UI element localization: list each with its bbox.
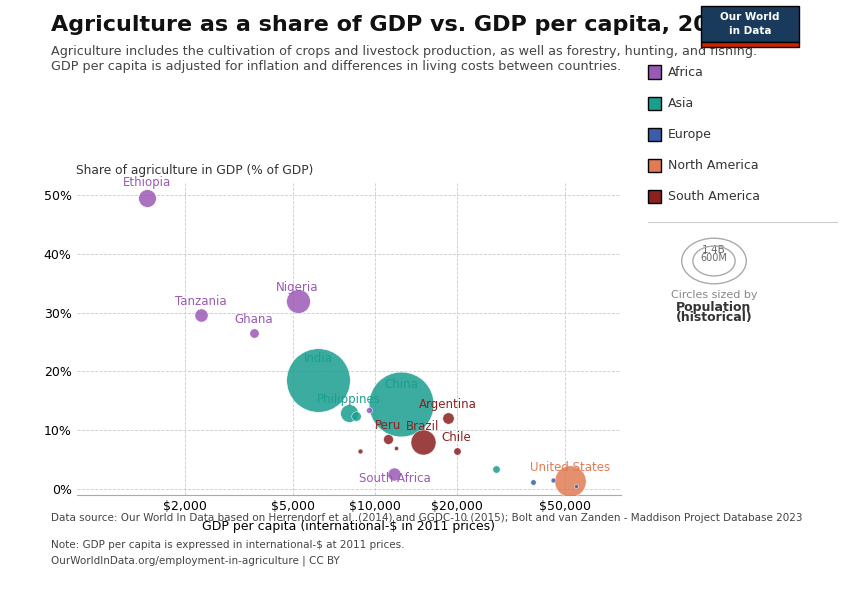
- Point: [247, 328, 261, 338]
- Text: Data source: Our World In Data based on Herrendorf et al. (2014) and GGDC-10 (20: Data source: Our World In Data based on …: [51, 513, 802, 523]
- Text: United States: United States: [530, 461, 609, 475]
- Point: [526, 477, 540, 487]
- Point: [490, 464, 503, 473]
- Point: [450, 446, 463, 455]
- Text: Nigeria: Nigeria: [276, 281, 319, 293]
- Point: [195, 311, 208, 320]
- Text: South America: South America: [668, 190, 760, 203]
- Point: [388, 470, 401, 479]
- Text: GDP per capita is adjusted for inflation and differences in living costs between: GDP per capita is adjusted for inflation…: [51, 60, 621, 73]
- Point: [353, 446, 366, 455]
- Text: Ethiopia: Ethiopia: [122, 176, 171, 189]
- Text: Ghana: Ghana: [235, 313, 274, 326]
- Point: [140, 193, 154, 203]
- Text: Asia: Asia: [668, 97, 694, 110]
- Text: OurWorldInData.org/employment-in-agriculture | CC BY: OurWorldInData.org/employment-in-agricul…: [51, 555, 340, 565]
- Point: [563, 476, 576, 486]
- Text: North America: North America: [668, 159, 759, 172]
- Text: Africa: Africa: [668, 65, 704, 79]
- Text: Argentina: Argentina: [418, 398, 477, 412]
- Point: [394, 399, 408, 409]
- Point: [382, 434, 395, 444]
- Text: Population: Population: [677, 301, 751, 314]
- Text: Agriculture as a share of GDP vs. GDP per capita, 2016: Agriculture as a share of GDP vs. GDP pe…: [51, 15, 740, 35]
- Point: [291, 296, 304, 305]
- Text: Circles sized by: Circles sized by: [671, 290, 757, 300]
- Text: South Africa: South Africa: [359, 472, 430, 485]
- Point: [348, 411, 362, 421]
- Text: (historical): (historical): [676, 311, 752, 325]
- Point: [570, 481, 583, 491]
- Text: India: India: [304, 352, 333, 365]
- Point: [362, 405, 376, 415]
- Text: 600M: 600M: [700, 253, 728, 263]
- X-axis label: GDP per capita (international-$ in 2011 prices): GDP per capita (international-$ in 2011 …: [202, 520, 495, 533]
- Text: Chile: Chile: [442, 431, 472, 444]
- Text: Peru: Peru: [375, 419, 401, 432]
- Text: Tanzania: Tanzania: [175, 295, 227, 308]
- Text: Brazil: Brazil: [406, 420, 439, 433]
- Point: [342, 408, 355, 418]
- Point: [441, 413, 455, 423]
- Text: Share of agriculture in GDP (% of GDP): Share of agriculture in GDP (% of GDP): [76, 164, 314, 177]
- Text: Agriculture includes the cultivation of crops and livestock production, as well : Agriculture includes the cultivation of …: [51, 45, 757, 58]
- Point: [416, 437, 429, 447]
- Text: 1.4B: 1.4B: [702, 245, 726, 254]
- Text: China: China: [384, 378, 418, 391]
- Point: [546, 475, 559, 485]
- Point: [312, 376, 326, 385]
- Point: [389, 443, 403, 453]
- Text: Philippines: Philippines: [316, 392, 381, 406]
- Text: Europe: Europe: [668, 128, 712, 141]
- Text: Our World
in Data: Our World in Data: [720, 12, 779, 36]
- Text: Note: GDP per capita is expressed in international-$ at 2011 prices.: Note: GDP per capita is expressed in int…: [51, 540, 405, 550]
